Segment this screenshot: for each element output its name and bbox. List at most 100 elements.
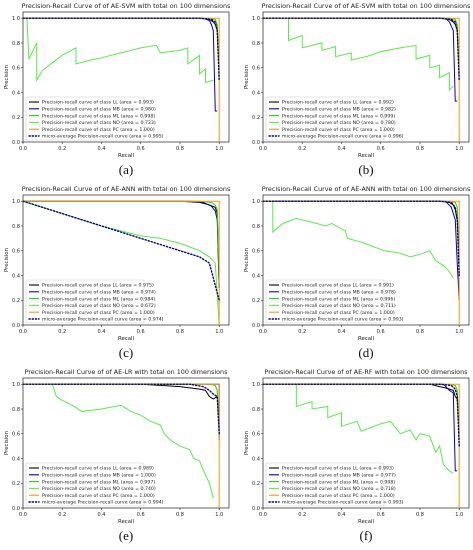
x-tick-label: 0.0: [259, 329, 267, 335]
series-line-4: [23, 200, 220, 325]
chart-svg-f: Precision-Recall Curve of of AE-RF with …: [244, 368, 470, 525]
legend-entry: micro-average Precision-recall curve (ar…: [42, 500, 164, 506]
series-line-5: [23, 17, 220, 81]
legend-entry: Precision-recall curve of class PC (area…: [282, 310, 395, 316]
legend-box: [25, 279, 145, 324]
legend-entry: Precision-recall curve of class LL (area…: [42, 100, 154, 106]
legend-entry: Precision-recall curve of class MB (area…: [42, 290, 156, 296]
legend-entry: Precision-recall curve of class LL (area…: [282, 466, 394, 472]
x-tick-label: 0.6: [377, 146, 385, 152]
chart-title: Precision-Recall Curve of of AE-ANN with…: [22, 185, 231, 193]
legend-box: [25, 96, 145, 141]
legend-entry: micro-average Precision-recall curve (ar…: [42, 317, 164, 323]
y-tick-label: 0.0: [252, 140, 260, 146]
pr-chart-d: Precision-Recall Curve of of AE-ANN with…: [240, 183, 473, 343]
chart-title: Precision-Recall Curve of of AE-SVM with…: [262, 2, 471, 10]
chart-title: Precision-Recall Curve of of AE-LR with …: [25, 368, 228, 376]
y-tick-label: 1.0: [252, 199, 260, 205]
y-tick-label: 0.0: [252, 506, 260, 512]
x-tick-label: 0.4: [97, 329, 105, 335]
legend-entry: micro-average Precision-recall curve (ar…: [282, 500, 404, 506]
series-line-5: [263, 383, 460, 447]
legend-entry: micro-average Precision-recall curve (ar…: [282, 134, 404, 140]
series-line-5: [23, 200, 220, 301]
legend-entry: Precision-recall curve of class ML (area…: [282, 479, 395, 485]
y-axis-label: Precision: [244, 65, 250, 89]
y-tick-label: 0.8: [12, 407, 20, 413]
legend-entry: Precision-recall curve of class PC (area…: [42, 127, 155, 133]
y-tick-label: 0.2: [252, 115, 260, 121]
series-line-5: [23, 383, 220, 435]
x-tick-label: 0.2: [298, 512, 306, 518]
x-axis-label: Recall: [118, 519, 134, 525]
y-tick-label: 0.4: [12, 90, 20, 96]
y-tick-label: 0.6: [12, 66, 20, 72]
y-tick-label: 1.0: [12, 16, 20, 22]
y-tick-label: 0.6: [252, 432, 260, 438]
chart-title: Precision-Recall Curve of of AE-SVM with…: [22, 2, 231, 10]
legend-entry: Precision-recall curve of class PC (area…: [282, 127, 395, 133]
legend-entry: Precision-recall curve of class MB (area…: [282, 473, 396, 479]
x-tick-label: 0.4: [337, 146, 345, 152]
y-axis-label: Precision: [4, 65, 10, 89]
x-tick-label: 0.4: [337, 512, 345, 518]
x-tick-label: 1.0: [455, 329, 463, 335]
y-tick-label: 0.6: [12, 249, 20, 255]
y-tick-label: 0.4: [252, 90, 260, 96]
y-tick-label: 0.2: [252, 481, 260, 487]
y-tick-label: 0.4: [252, 456, 260, 462]
legend-box: [265, 96, 385, 141]
chart-title: Precision-Recall Curve of of AE-ANN with…: [262, 185, 471, 193]
y-tick-label: 0.8: [252, 224, 260, 230]
x-tick-label: 0.4: [97, 146, 105, 152]
pr-chart-a: Precision-Recall Curve of of AE-SVM with…: [0, 0, 233, 160]
legend-entry: Precision-recall curve of class PC (area…: [42, 493, 155, 499]
legend-entry: Precision-recall curve of class ML (area…: [282, 296, 395, 302]
pr-chart-e: Precision-Recall Curve of of AE-LR with …: [0, 366, 233, 526]
legend-entry: Precision-recall curve of class MB (area…: [282, 290, 396, 296]
chart-title: Precision-Recall Curve of of AE-RF with …: [265, 368, 469, 376]
y-tick-label: 1.0: [252, 16, 260, 22]
legend-entry: micro-average Precision-recall curve (ar…: [282, 317, 404, 323]
x-tick-label: 1.0: [455, 512, 463, 518]
y-tick-label: 0.0: [12, 506, 20, 512]
legend-entry: Precision-recall curve of class NO (area…: [282, 486, 396, 492]
subfigure-caption: (d): [358, 345, 374, 360]
series-line-3: [263, 200, 454, 279]
y-tick-label: 0.4: [252, 273, 260, 279]
subfigure-caption: (c): [118, 345, 134, 360]
legend-entry: Precision-recall curve of class MB (area…: [42, 473, 156, 479]
y-tick-label: 0.6: [252, 66, 260, 72]
subfigure-caption: (b): [358, 162, 374, 177]
y-tick-label: 0.0: [12, 140, 20, 146]
x-tick-label: 0.4: [337, 329, 345, 335]
series-line-0: [263, 383, 460, 434]
x-tick-label: 0.8: [416, 512, 424, 518]
legend-entry: Precision-recall curve of class ML (area…: [282, 113, 395, 119]
x-tick-label: 0.0: [19, 329, 27, 335]
legend-entry: Precision-recall curve of class PC (area…: [42, 310, 155, 316]
x-tick-label: 0.6: [377, 329, 385, 335]
series-line-3: [263, 17, 454, 92]
chart-svg-e: Precision-Recall Curve of of AE-LR with …: [4, 368, 230, 525]
y-tick-label: 1.0: [12, 199, 20, 205]
y-tick-label: 0.4: [12, 273, 20, 279]
legend-entry: Precision-recall curve of class ML (area…: [42, 296, 155, 302]
y-tick-label: 0.6: [252, 249, 260, 255]
legend-entry: Precision-recall curve of class LL (area…: [42, 283, 154, 289]
legend-box: [265, 279, 385, 324]
series-line-3: [23, 383, 214, 499]
y-tick-label: 0.8: [12, 224, 20, 230]
y-tick-label: 0.0: [12, 323, 20, 329]
x-tick-label: 1.0: [215, 512, 223, 518]
x-tick-label: 0.6: [137, 512, 145, 518]
x-tick-label: 0.8: [176, 146, 184, 152]
legend-entry: Precision-recall curve of class MB (area…: [282, 107, 396, 113]
y-tick-label: 0.2: [252, 298, 260, 304]
x-tick-label: 0.6: [377, 512, 385, 518]
series-line-5: [263, 17, 460, 81]
legend-entry: Precision-recall curve of class NO (area…: [42, 120, 156, 126]
x-axis-label: Recall: [358, 336, 374, 342]
x-axis-label: Recall: [358, 153, 374, 159]
legend-entry: Precision-recall curve of class NO (area…: [42, 303, 156, 309]
